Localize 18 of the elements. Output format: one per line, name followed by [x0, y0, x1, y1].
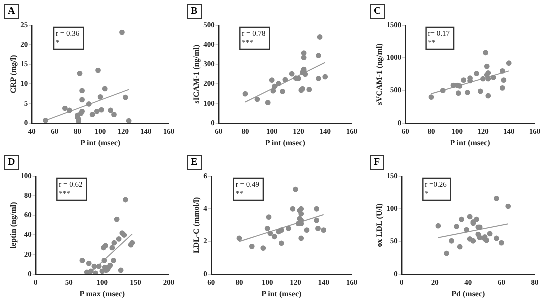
- y-axis-title: sVCAM-1 (ng/ml): [374, 43, 384, 106]
- chart-title: C: [370, 4, 386, 19]
- chart-title: F: [370, 155, 384, 170]
- y-axis-title: CRP (mg/l): [8, 54, 18, 94]
- y-axis-title: LDL-C (mmol/l): [192, 197, 201, 254]
- y-axis-title: ox LDL (U/l): [374, 203, 384, 248]
- chart-title: D: [4, 155, 20, 170]
- x-axis-title: P int (msec): [80, 138, 121, 148]
- x-axis-title: P max (msec): [80, 289, 126, 298]
- x-axis-title: P int (msec): [265, 138, 306, 148]
- x-axis-title: Pd (msec): [452, 289, 486, 298]
- chart-title: E: [187, 155, 202, 170]
- y-axis-title: leptin (ng/ml): [8, 202, 18, 249]
- x-axis-title: P int (msec): [262, 289, 302, 298]
- y-axis-title: sICAM-1 (ng/ml): [192, 44, 201, 104]
- chart-title: A: [4, 4, 20, 19]
- x-axis-title: P int (msec): [450, 138, 491, 148]
- chart-title: B: [187, 4, 202, 19]
